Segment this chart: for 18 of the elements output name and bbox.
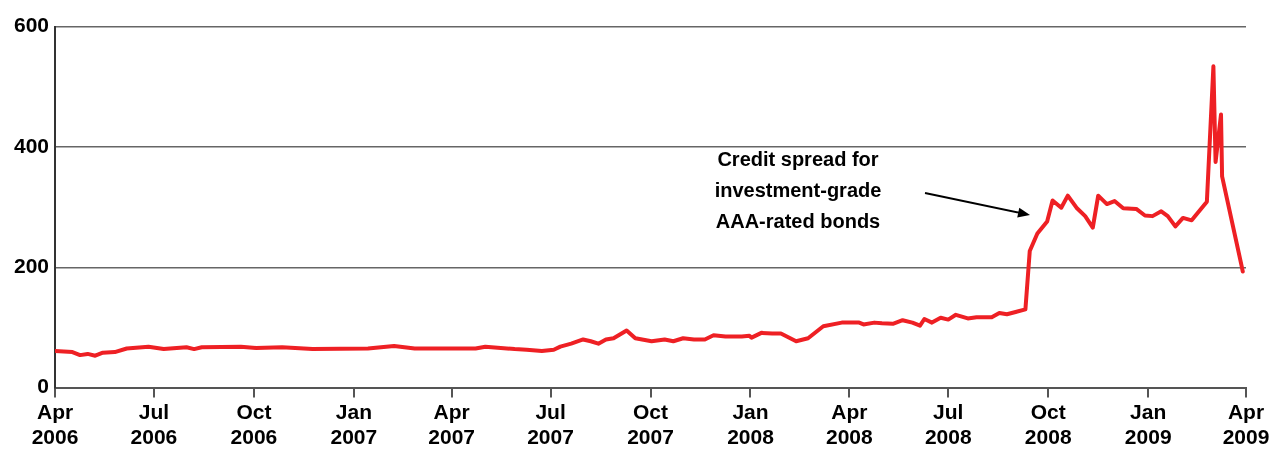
x-tick-label: Jan 2007 <box>330 400 378 449</box>
x-tick-label: Jul 2008 <box>924 400 972 449</box>
x-tick-label: Apr 2008 <box>826 400 874 449</box>
x-tick-label: Apr 2006 <box>31 400 79 449</box>
x-tick-label: Jan 2008 <box>727 400 775 449</box>
annotation: Credit spread for investment-grade AAA-rated bonds <box>714 147 882 232</box>
x-tick-label: Jul 2006 <box>130 400 178 449</box>
y-tick-label: 0 <box>37 374 50 398</box>
x-tick-label: Oct 2008 <box>1024 400 1072 449</box>
y-tick-label: 400 <box>13 133 50 157</box>
x-tick-label: Apr 2007 <box>428 400 476 449</box>
x-tick-label: Jan 2009 <box>1124 400 1172 449</box>
x-tick-label: Jul 2007 <box>527 400 574 449</box>
x-tick-label: Apr 2009 <box>1222 400 1270 449</box>
y-tick-label: 600 <box>13 13 50 37</box>
x-tick-label: Oct 2007 <box>627 400 674 449</box>
y-tick-label: 200 <box>13 254 50 278</box>
x-tick-label: Oct 2006 <box>230 400 278 449</box>
